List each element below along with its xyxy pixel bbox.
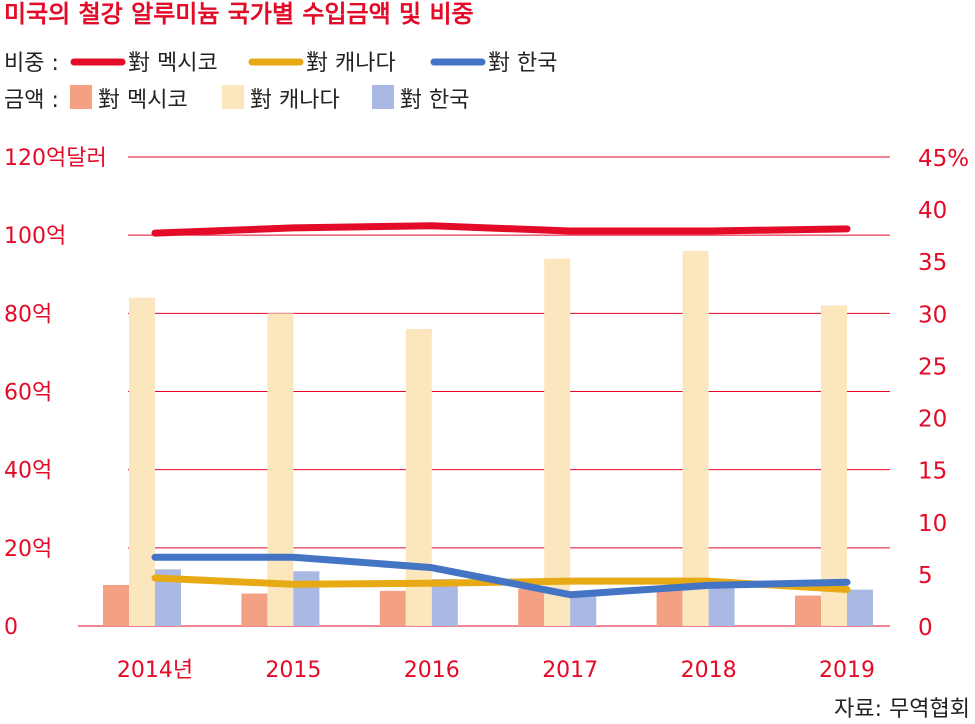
bar-mexico xyxy=(518,588,545,626)
amount-tick-label: 40억 xyxy=(4,459,52,484)
x-tick-label: 2015 xyxy=(265,658,321,683)
bar-mexico xyxy=(103,584,129,626)
legend-amount-entry: 對 한국 xyxy=(400,88,469,113)
bar-korea xyxy=(293,571,320,626)
bar-mexico xyxy=(656,588,683,626)
amount-tick-label: 120억달러 xyxy=(4,146,107,171)
share-axis-ticks: 0 5 10 15 20 25 30 35 40 45% xyxy=(918,146,969,641)
legend-amount-label: 금액 : xyxy=(4,88,59,113)
legend-bar-swatch xyxy=(372,85,394,109)
chart-title: 미국의 철강 알루미늄 국가별 수입금액 및 비중 xyxy=(4,0,474,28)
bar-mexico xyxy=(795,595,821,626)
x-tick-label: 2014년 xyxy=(117,658,193,683)
amount-tick-label: 0 xyxy=(4,615,18,640)
bar-mexico xyxy=(379,590,406,626)
bar-canada xyxy=(267,313,294,626)
amount-tick-label: 100억 xyxy=(4,224,66,249)
share-tick-label: 25 xyxy=(918,354,947,380)
share-lines xyxy=(151,222,851,599)
bar-canada xyxy=(544,258,571,626)
bar-korea xyxy=(708,584,735,626)
legend-amount-entry: 對 멕시코 xyxy=(98,88,188,113)
legend-amount: 금액 : 對 멕시코 對 캐나다 對 한국 xyxy=(4,85,469,113)
bar-canada xyxy=(682,250,709,627)
legend-amount-entry: 對 캐나다 xyxy=(250,88,340,113)
legend-share-entry: 對 한국 xyxy=(488,51,557,76)
share-tick-label: 10 xyxy=(918,511,947,537)
x-axis-ticks: 2014년 2015 2016 2017 2018 2019 xyxy=(117,658,875,683)
share-tick-label: 35 xyxy=(918,250,947,276)
bar-korea xyxy=(847,589,873,626)
share-line-mexico xyxy=(151,222,851,237)
x-tick-label: 2019 xyxy=(819,658,875,683)
share-tick-label: 0 xyxy=(918,615,933,641)
amount-tick-label: 20억 xyxy=(4,537,52,562)
x-tick-label: 2017 xyxy=(542,658,598,683)
source-note: 자료: 무역협회 xyxy=(834,697,970,722)
share-tick-label: 15 xyxy=(918,459,947,485)
legend-share: 비중 : 對 멕시코 對 캐나다 對 한국 xyxy=(4,51,557,76)
bar-korea xyxy=(431,579,458,626)
share-tick-label: 5 xyxy=(918,563,933,589)
legend-bar-swatch xyxy=(70,85,92,109)
legend-share-label: 비중 : xyxy=(4,51,59,76)
amount-tick-label: 60억 xyxy=(4,381,52,406)
legend-share-entry: 對 멕시코 xyxy=(128,51,218,76)
gridlines xyxy=(78,156,890,627)
amount-tick-label: 80억 xyxy=(4,302,52,327)
bar-canada xyxy=(405,328,432,626)
bar-canada xyxy=(129,297,155,626)
share-tick-label: 20 xyxy=(918,407,947,433)
x-tick-label: 2018 xyxy=(681,658,737,683)
share-tick-label: 40 xyxy=(918,198,947,224)
bar-canada xyxy=(821,305,847,626)
legend-share-entry: 對 캐나다 xyxy=(306,51,396,76)
legend-bar-swatch xyxy=(222,85,244,109)
bars xyxy=(103,250,873,627)
share-tick-label: 30 xyxy=(918,302,947,328)
share-tick-label: 45% xyxy=(918,146,969,172)
bar-korea xyxy=(570,592,597,626)
share-line-korea xyxy=(151,553,851,599)
amount-axis-ticks: 0 20억 40억 60억 80억 100억 120억달러 xyxy=(4,146,107,640)
x-tick-label: 2016 xyxy=(404,658,460,683)
bar-mexico xyxy=(241,593,268,626)
